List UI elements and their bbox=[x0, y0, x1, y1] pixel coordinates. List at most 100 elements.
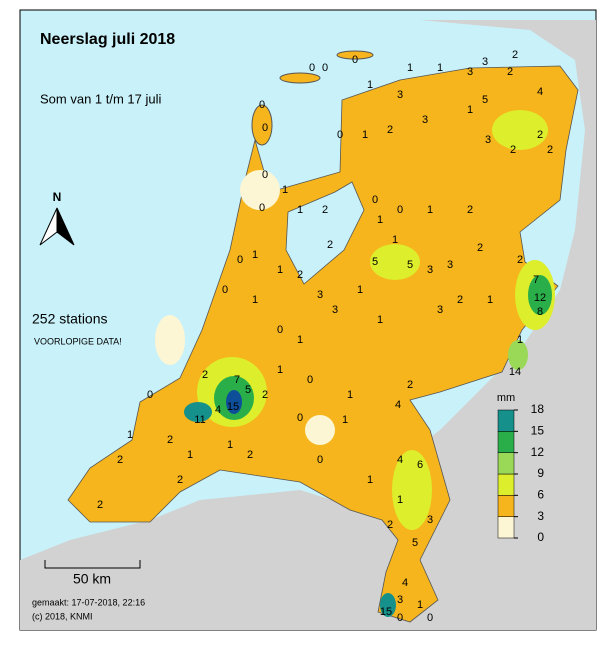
wet-area bbox=[226, 390, 242, 414]
station-value: 0 bbox=[322, 62, 328, 74]
station-value: 1 bbox=[282, 184, 288, 196]
station-value: 3 bbox=[482, 56, 488, 68]
station-value: 1 bbox=[397, 494, 403, 506]
station-value: 0 bbox=[309, 62, 315, 74]
legend-swatch bbox=[497, 431, 515, 453]
island bbox=[336, 50, 374, 60]
station-value: 5 bbox=[482, 94, 488, 106]
subtitle: Som van 1 t/m 17 juli bbox=[40, 91, 161, 106]
station-value: 1 bbox=[392, 234, 398, 246]
scale-label: 50 km bbox=[73, 571, 111, 587]
wet-area bbox=[528, 275, 552, 315]
legend-label: 18 bbox=[531, 402, 545, 416]
station-value: 3 bbox=[332, 304, 338, 316]
station-value: 0 bbox=[259, 202, 265, 214]
station-value: 1 bbox=[377, 214, 383, 226]
station-value: 2 bbox=[512, 49, 518, 61]
station-value: 2 bbox=[510, 144, 516, 156]
station-value: 1 bbox=[427, 204, 433, 216]
legend-unit: mm bbox=[497, 392, 515, 404]
station-value: 1 bbox=[297, 204, 303, 216]
station-value: 0 bbox=[317, 454, 323, 466]
station-value: 2 bbox=[467, 204, 473, 216]
legend-label: 6 bbox=[537, 488, 544, 502]
station-value: 2 bbox=[477, 242, 483, 254]
station-value: 3 bbox=[467, 66, 473, 78]
station-value: 1 bbox=[407, 62, 413, 74]
station-value: 0 bbox=[397, 204, 403, 216]
legend-swatch bbox=[497, 409, 515, 432]
wet-area bbox=[380, 593, 396, 617]
station-value: 1 bbox=[467, 104, 473, 116]
station-value: 1 bbox=[347, 389, 353, 401]
station-value: 0 bbox=[237, 254, 243, 266]
station-value: 1 bbox=[377, 314, 383, 326]
station-value: 1 bbox=[297, 334, 303, 346]
station-value: 1 bbox=[187, 449, 193, 461]
station-value: 0 bbox=[147, 389, 153, 401]
station-value: 0 bbox=[372, 194, 378, 206]
station-value: 0 bbox=[259, 99, 265, 111]
station-value: 3 bbox=[437, 304, 443, 316]
station-value: 8 bbox=[537, 306, 543, 318]
station-value: 7 bbox=[533, 274, 539, 286]
station-value: 0 bbox=[222, 284, 228, 296]
station-value: 1 bbox=[342, 414, 348, 426]
station-value: 0 bbox=[397, 612, 403, 624]
dry-area bbox=[240, 170, 280, 210]
station-value: 3 bbox=[397, 89, 403, 101]
station-value: 11 bbox=[194, 414, 205, 426]
station-value: 3 bbox=[422, 114, 428, 126]
north-label: N bbox=[53, 190, 62, 204]
station-value: 2 bbox=[247, 449, 253, 461]
ijsselmeer bbox=[285, 181, 365, 285]
station-value: 2 bbox=[297, 269, 303, 281]
station-value: 1 bbox=[367, 79, 373, 91]
station-value: 0 bbox=[307, 374, 313, 386]
station-value: 2 bbox=[117, 454, 123, 466]
legend-swatch bbox=[497, 452, 515, 475]
station-value: 6 bbox=[417, 459, 423, 471]
station-value: 2 bbox=[407, 379, 413, 391]
station-value: 4 bbox=[537, 86, 543, 98]
station-value: 5 bbox=[412, 537, 418, 549]
station-value: 2 bbox=[537, 129, 543, 141]
station-value: 2 bbox=[387, 519, 393, 531]
legend-swatch bbox=[497, 495, 515, 517]
legend-label: 0 bbox=[537, 530, 544, 544]
station-value: 3 bbox=[485, 134, 491, 146]
legend-label: 3 bbox=[537, 509, 544, 523]
land-neighbours bbox=[20, 20, 596, 630]
netherlands bbox=[67, 65, 579, 623]
station-value: 3 bbox=[427, 514, 433, 526]
legend-swatch bbox=[497, 516, 515, 539]
station-value: 4 bbox=[395, 399, 401, 411]
station-value: 0 bbox=[277, 324, 283, 336]
station-value: 4 bbox=[402, 577, 408, 589]
wet-area bbox=[508, 340, 528, 370]
station-value: 1 bbox=[277, 264, 283, 276]
station-value: 3 bbox=[397, 594, 403, 606]
station-value: 5 bbox=[245, 384, 251, 396]
station-value: 15 bbox=[227, 401, 239, 413]
station-value: 0 bbox=[262, 169, 268, 181]
station-value: 2 bbox=[547, 144, 553, 156]
station-value: 4 bbox=[215, 404, 221, 416]
dry-area bbox=[305, 415, 335, 445]
station-value: 2 bbox=[327, 239, 333, 251]
station-value: 3 bbox=[317, 289, 323, 301]
station-value: 1 bbox=[227, 439, 233, 451]
station-value: 1 bbox=[357, 284, 363, 296]
station-value: 0 bbox=[352, 54, 358, 66]
title: Neerslag juli 2018 bbox=[40, 31, 175, 48]
station-value: 1 bbox=[367, 474, 373, 486]
station-value: 1 bbox=[487, 294, 493, 306]
wet-area bbox=[492, 110, 548, 150]
station-value: 1 bbox=[127, 429, 133, 441]
station-value: 1 bbox=[252, 294, 258, 306]
legend-label: 15 bbox=[531, 424, 545, 438]
station-value: 2 bbox=[507, 66, 513, 78]
wet-area bbox=[184, 402, 212, 422]
station-value: 5 bbox=[407, 259, 413, 271]
